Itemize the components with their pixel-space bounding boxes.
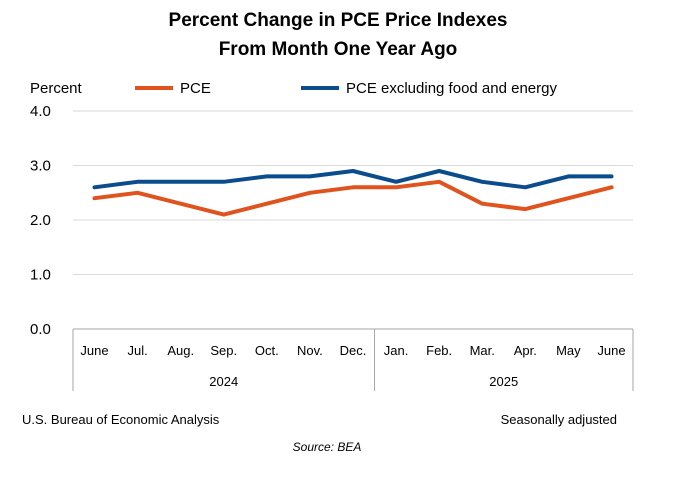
y-tick-label: 2.0 (30, 212, 51, 229)
chart-title-line2: From Month One Year Ago (219, 39, 458, 60)
gridlines (73, 110, 633, 275)
footer-right: Seasonally adjusted (501, 412, 617, 427)
x-tick-label: Apr. (514, 343, 537, 358)
x-tick-label: Nov. (297, 343, 323, 358)
source-note: Source: BEA (293, 440, 362, 454)
y-tick-labels: 0.0 1.0 2.0 3.0 4.0 (30, 103, 51, 338)
legend-label-pce: PCE (180, 80, 211, 97)
footer-left: U.S. Bureau of Economic Analysis (22, 412, 220, 427)
y-tick-label: 0.0 (30, 321, 51, 338)
x-tick-labels: June Jul. Aug. Sep. Oct. Nov. Dec. Jan. Feb. Mar.… (80, 343, 625, 358)
axes (72, 328, 634, 391)
y-tick-label: 4.0 (30, 103, 51, 120)
x-tick-label: Oct. (255, 343, 279, 358)
x-tick-label: Aug. (167, 343, 194, 358)
y-tick-label: 1.0 (30, 267, 51, 284)
series-line-pce (92, 179, 614, 217)
x-tick-label: Sep. (210, 343, 237, 358)
year-label: 2024 (209, 374, 238, 389)
x-tick-label: Feb. (426, 343, 452, 358)
chart-title-line1: Percent Change in PCE Price Indexes (169, 10, 508, 31)
series-line-core-pce (92, 169, 614, 190)
y-tick-label: 3.0 (30, 158, 51, 175)
x-tick-label: Jul. (127, 343, 147, 358)
y-axis-label: Percent (30, 80, 83, 97)
legend-label-core-pce: PCE excluding food and energy (346, 80, 557, 97)
year-labels: 2024 2025 (209, 374, 518, 389)
x-tick-label: May (556, 343, 581, 358)
x-tick-label: Dec. (340, 343, 367, 358)
year-label: 2025 (489, 374, 518, 389)
x-tick-label: June (80, 343, 108, 358)
x-tick-label: Mar. (470, 343, 495, 358)
series-lines (92, 169, 614, 217)
x-tick-label: June (597, 343, 625, 358)
x-tick-label: Jan. (384, 343, 409, 358)
